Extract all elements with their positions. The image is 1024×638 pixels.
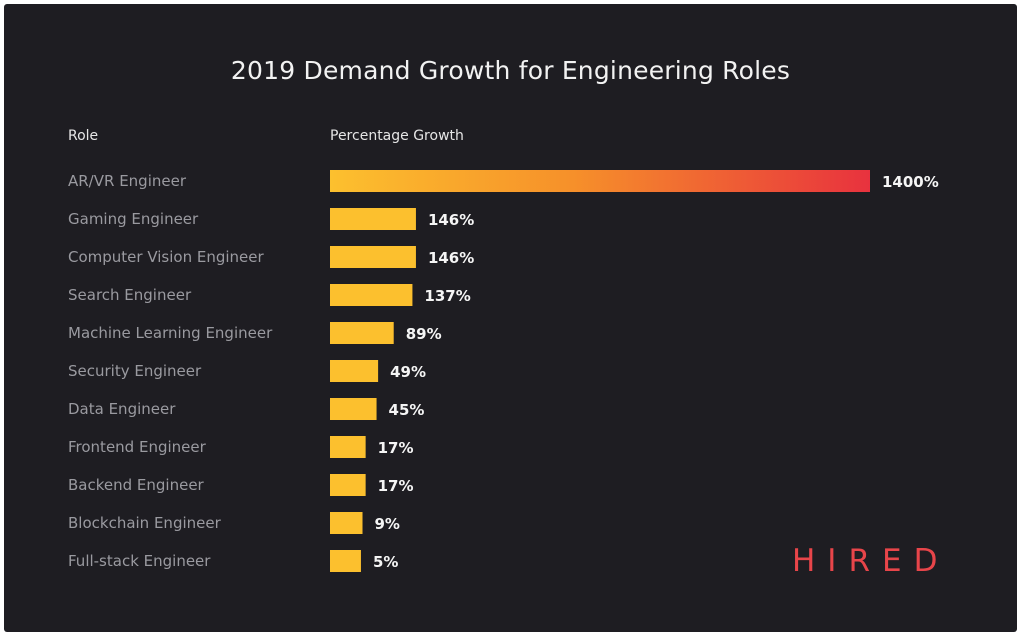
data-label: 5% — [373, 553, 398, 571]
category-label: Security Engineer — [68, 362, 202, 380]
bar — [330, 322, 394, 344]
growth-column-header: Percentage Growth — [330, 128, 464, 144]
bar — [330, 398, 377, 420]
data-label: 137% — [424, 287, 470, 305]
bar — [330, 360, 379, 382]
data-label: 45% — [389, 401, 425, 419]
data-label: 17% — [378, 477, 414, 495]
bar — [330, 246, 416, 268]
category-label: Full-stack Engineer — [68, 552, 211, 570]
category-label: Data Engineer — [68, 400, 176, 418]
category-label: Backend Engineer — [68, 476, 205, 494]
chart-panel: 2019 Demand Growth for Engineering Roles… — [4, 4, 1017, 632]
data-label: 1400% — [882, 173, 939, 191]
bar — [330, 284, 413, 306]
bar — [330, 550, 361, 572]
category-label: Gaming Engineer — [68, 210, 199, 228]
data-label: 17% — [378, 439, 414, 457]
category-label: Blockchain Engineer — [68, 514, 222, 532]
bar — [330, 474, 366, 496]
data-label: 89% — [406, 325, 442, 343]
category-label: Computer Vision Engineer — [68, 248, 265, 266]
bar-chart: AR/VR Engineer 1400% Gaming Engineer 146% Co… — [68, 170, 939, 572]
category-label: AR/VR Engineer — [68, 172, 187, 190]
bar — [330, 512, 363, 534]
category-label: Frontend Engineer — [68, 438, 207, 456]
bar — [330, 436, 366, 458]
category-label: Search Engineer — [68, 286, 192, 304]
bar — [330, 208, 416, 230]
data-label: 146% — [428, 211, 474, 229]
data-label: 146% — [428, 249, 474, 267]
chart-title: 2019 Demand Growth for Engineering Roles — [230, 56, 791, 85]
hired-logo: HIRED — [792, 543, 950, 579]
data-label: 49% — [390, 363, 426, 381]
bar — [330, 170, 870, 192]
category-label: Machine Learning Engineer — [68, 324, 273, 342]
role-column-header: Role — [68, 128, 99, 144]
data-label: 9% — [375, 515, 400, 533]
